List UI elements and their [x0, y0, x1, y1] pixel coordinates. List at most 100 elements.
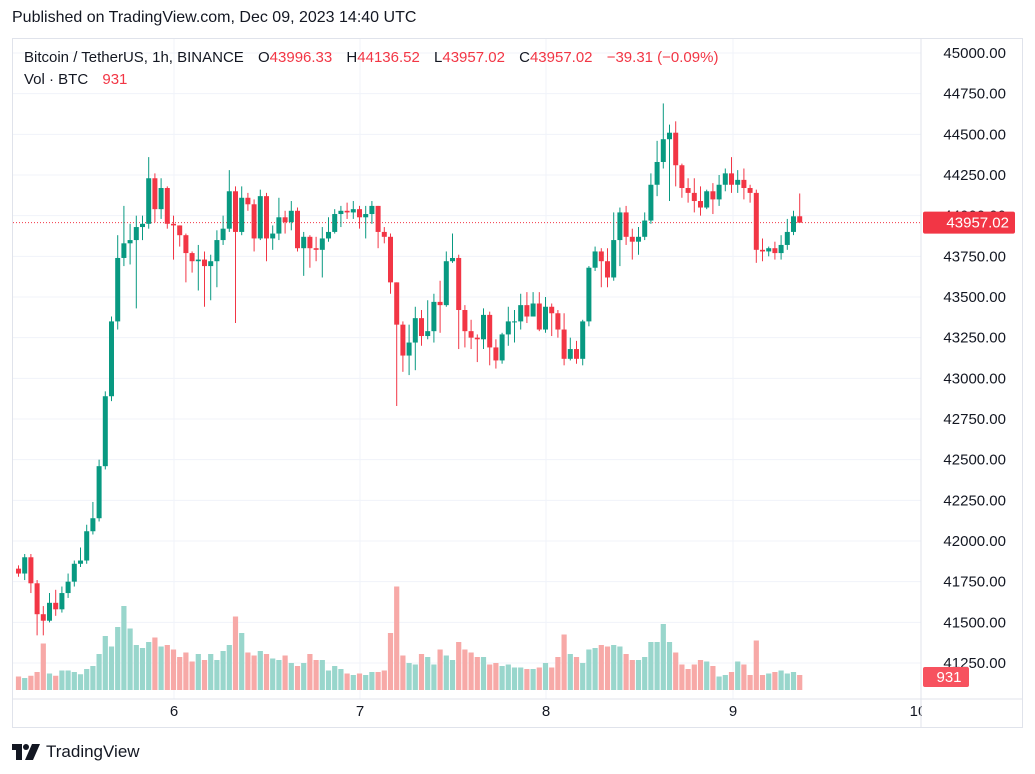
volume-bar[interactable] [71, 672, 77, 690]
volume-bar[interactable] [59, 670, 65, 691]
volume-bar[interactable] [28, 675, 34, 690]
candle[interactable] [350, 209, 356, 213]
volume-bar[interactable] [108, 646, 115, 691]
chart-pane[interactable] [12, 38, 1023, 728]
volume-bar[interactable] [604, 646, 611, 691]
volume-bar[interactable] [722, 675, 728, 690]
candle[interactable] [164, 188, 170, 224]
candle[interactable] [543, 306, 548, 330]
candle[interactable] [264, 196, 269, 239]
candle[interactable] [598, 251, 604, 262]
volume-bar[interactable] [474, 657, 480, 690]
candle[interactable] [617, 212, 623, 241]
volume-bar[interactable] [511, 667, 518, 691]
volume-bar[interactable] [245, 652, 251, 691]
volume-bar[interactable] [635, 660, 642, 690]
candle[interactable] [555, 313, 561, 330]
candle[interactable] [667, 132, 672, 140]
volume-bar[interactable] [679, 664, 685, 691]
candle[interactable] [710, 191, 716, 200]
candle[interactable] [474, 337, 480, 340]
candle[interactable] [499, 334, 505, 361]
candle[interactable] [797, 216, 803, 223]
candle[interactable] [654, 161, 660, 185]
volume-bar[interactable] [325, 670, 332, 691]
volume-bar[interactable] [629, 660, 635, 690]
candle[interactable] [468, 331, 474, 338]
volume-bar[interactable] [710, 666, 716, 690]
volume-bar[interactable] [270, 658, 276, 691]
candle[interactable] [245, 197, 251, 205]
volume-bar[interactable] [220, 651, 226, 690]
volume-bar[interactable] [53, 675, 59, 690]
candle[interactable] [226, 191, 232, 229]
candle[interactable] [282, 217, 288, 223]
volume-label[interactable]: Vol · BTC [24, 71, 89, 88]
candle[interactable] [704, 191, 710, 208]
candle[interactable] [648, 184, 654, 221]
candle[interactable] [481, 314, 486, 340]
volume-bar[interactable] [555, 657, 561, 690]
volume-bar[interactable] [623, 654, 629, 690]
candle[interactable] [257, 196, 263, 239]
volume-bar[interactable] [363, 675, 369, 690]
candle[interactable] [189, 253, 195, 262]
volume-bar[interactable] [251, 655, 257, 691]
volume-bar[interactable] [239, 633, 245, 690]
volume-bar[interactable] [654, 642, 660, 690]
candle[interactable] [431, 301, 437, 332]
candle[interactable] [412, 318, 418, 343]
volume-bar[interactable] [536, 667, 542, 691]
volume-bar[interactable] [456, 642, 462, 690]
volume-bar[interactable] [778, 670, 784, 691]
volume-bar[interactable] [598, 645, 604, 690]
candle[interactable] [729, 173, 734, 185]
candle[interactable] [140, 223, 145, 228]
candle[interactable] [307, 236, 313, 249]
volume-bar[interactable] [505, 664, 511, 691]
candle[interactable] [195, 259, 201, 262]
volume-bar[interactable] [338, 669, 344, 690]
volume-bar[interactable] [344, 673, 350, 691]
volume-bar[interactable] [332, 666, 338, 690]
volume-bar[interactable] [65, 670, 71, 691]
candle[interactable] [53, 602, 59, 610]
candle[interactable] [512, 321, 517, 323]
symbol-label[interactable]: Bitcoin / TetherUS, 1h, BINANCE [24, 49, 244, 66]
candle[interactable] [133, 227, 139, 241]
volume-bar[interactable] [121, 606, 127, 690]
candle[interactable] [549, 306, 555, 314]
candle[interactable] [214, 240, 220, 262]
volume-bar[interactable] [201, 660, 208, 690]
candle[interactable] [443, 261, 449, 306]
candle[interactable] [34, 583, 40, 615]
volume-bar[interactable] [573, 657, 580, 690]
volume-bar[interactable] [431, 664, 437, 691]
candle[interactable] [40, 614, 46, 621]
volume-bar[interactable] [462, 649, 468, 691]
volume-bar[interactable] [747, 675, 753, 690]
volume-bar[interactable] [257, 651, 263, 690]
volume-bar[interactable] [96, 654, 102, 690]
volume-bar[interactable] [276, 660, 282, 690]
volume-bar[interactable] [691, 664, 697, 691]
volume-bar[interactable] [183, 652, 189, 691]
volume-bar[interactable] [369, 672, 375, 690]
volume-bar[interactable] [567, 654, 573, 690]
candle[interactable] [518, 305, 524, 322]
candle[interactable] [71, 563, 77, 582]
volume-bar[interactable] [152, 637, 158, 691]
volume-bar[interactable] [487, 664, 493, 691]
volume-bar[interactable] [797, 675, 803, 690]
volume-bar[interactable] [685, 669, 691, 690]
candle[interactable] [505, 321, 511, 335]
candle[interactable] [679, 165, 685, 189]
candle[interactable] [22, 557, 28, 574]
candle[interactable] [611, 240, 617, 278]
volume-bar[interactable] [381, 670, 387, 691]
volume-bar[interactable] [660, 624, 666, 690]
candle[interactable] [381, 231, 387, 237]
volume-bar[interactable] [294, 666, 301, 690]
candle[interactable] [202, 259, 207, 267]
volume-bar[interactable] [766, 673, 772, 691]
